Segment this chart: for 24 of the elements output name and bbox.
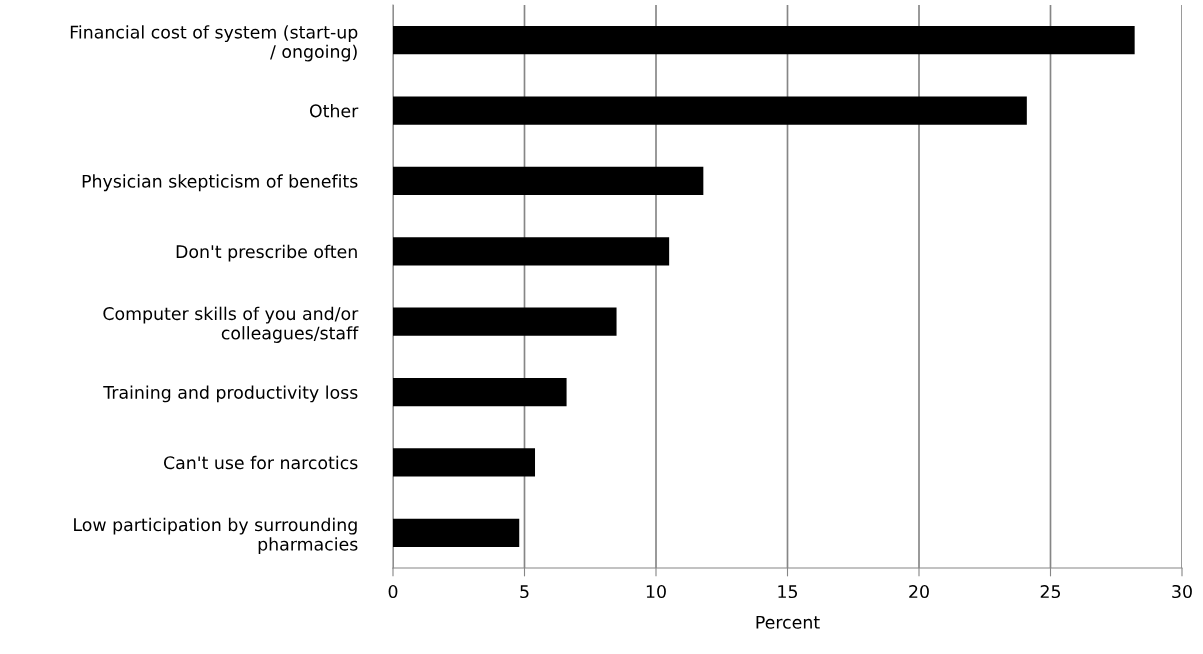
bar <box>393 448 536 477</box>
x-axis-title: Percent <box>756 615 820 629</box>
x-tick-label: 15 <box>778 585 798 599</box>
x-tick-label: 10 <box>646 584 666 599</box>
x-tick-label: 25 <box>1040 584 1061 599</box>
y-tick-label: Can't use for narcotics <box>163 455 358 470</box>
y-tick-label: Don't prescribe often <box>176 244 357 262</box>
bar <box>393 26 1135 55</box>
x-tick-label: 0 <box>388 584 398 599</box>
y-tick-label: Low participation by surrounding pharmacies <box>74 517 358 555</box>
y-tick-label: Physician skepticism of benefits <box>82 174 358 192</box>
bar <box>393 518 520 547</box>
x-tick-label: 20 <box>909 584 929 599</box>
bar <box>393 307 617 336</box>
x-tick-label: 30 <box>1172 584 1192 599</box>
y-tick-label: Financial cost of system (start-up / ongoing) <box>70 25 358 62</box>
y-tick-label: Computer skills of you and/or colleagues/staff <box>103 306 359 343</box>
y-tick-label: Other <box>309 103 359 118</box>
bar <box>393 237 670 266</box>
bar <box>393 377 567 407</box>
x-tick-label: 5 <box>520 585 529 599</box>
bar <box>393 96 1027 125</box>
bar <box>393 166 704 196</box>
y-tick-label: Training and productivity loss <box>103 385 358 403</box>
